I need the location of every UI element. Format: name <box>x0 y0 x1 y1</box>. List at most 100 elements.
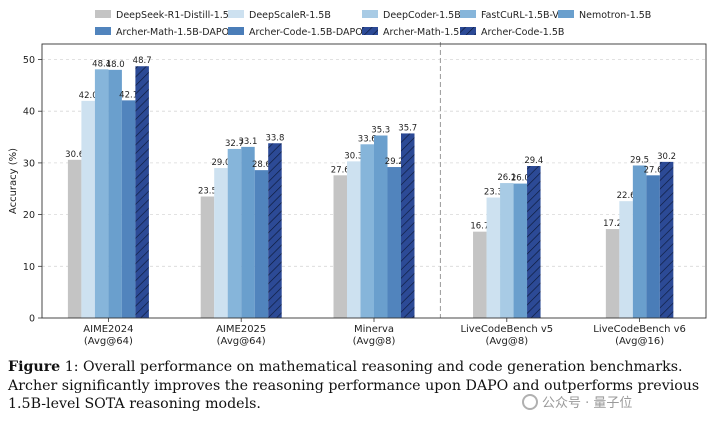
bar-value-label: 29.0 <box>211 158 230 168</box>
bar <box>387 167 401 318</box>
bar <box>374 135 388 318</box>
x-tick-label: AIME2024 <box>83 324 133 335</box>
bar-value-label: 26.1 <box>497 173 516 183</box>
bar <box>473 231 487 318</box>
y-axis-label: Accuracy (%) <box>8 148 19 214</box>
bar-chart: DeepSeek-R1-Distill-1.5B DeepScaleR-1.5B D… <box>8 10 707 347</box>
bar <box>486 197 501 318</box>
bar <box>108 69 122 318</box>
watermark-text: 公众号 · 量子位 <box>542 396 633 411</box>
bar <box>401 133 415 318</box>
bar-value-label: 35.3 <box>371 126 390 136</box>
legend-label: Archer-Code-1.5B-DAPO <box>249 27 363 38</box>
bar-value-label: 23.3 <box>484 188 503 198</box>
legend-swatch <box>95 27 111 35</box>
bar <box>360 144 374 318</box>
bar <box>632 165 647 318</box>
x-tick-label: AIME2025 <box>216 324 266 335</box>
bar-value-label: 30.6 <box>65 150 84 160</box>
y-tick-label: 40 <box>23 107 35 118</box>
figure-caption: Figure 1: Overall performance on mathema… <box>8 358 708 414</box>
bar <box>254 170 269 318</box>
bar <box>94 69 109 318</box>
bar <box>347 161 361 318</box>
legend-swatch <box>558 10 574 18</box>
legend-swatch <box>95 10 111 18</box>
y-tick-label: 0 <box>29 314 35 325</box>
bar-value-label: 32.7 <box>225 139 244 149</box>
figure-label: Figure <box>8 359 61 375</box>
x-tick-sublabel: (Avg@64) <box>217 336 266 347</box>
bar <box>500 183 514 318</box>
legend-label: Archer-Math-1.5B <box>383 27 466 38</box>
bar <box>268 143 282 318</box>
bar-value-label: 48.0 <box>106 60 125 70</box>
x-tick-label: LiveCodeBench v6 <box>593 324 686 335</box>
bar-value-label: 27.6 <box>331 165 350 175</box>
bar-value-label: 29.4 <box>524 156 543 166</box>
bar-value-label: 30.3 <box>344 151 363 161</box>
bar-value-label: 22.6 <box>617 191 636 201</box>
legend-label: Archer-Code-1.5B <box>481 27 564 38</box>
bars: 30.6 42.0 48.148.0 42.1 48.7 23.5 29.0 32.733.1… <box>65 56 676 319</box>
legend-swatch <box>460 27 476 35</box>
bar-value-label: 29.5 <box>630 155 649 165</box>
bar-value-label: 42.1 <box>119 90 138 100</box>
bar <box>333 175 347 318</box>
bar-value-label: 28.6 <box>252 160 271 170</box>
x-axis: AIME2024(Avg@64)AIME2025(Avg@64)Minerva(… <box>41 43 707 347</box>
bar <box>646 175 660 318</box>
y-tick-label: 50 <box>23 55 35 66</box>
bar <box>214 168 228 318</box>
bar-value-label: 48.1 <box>92 59 111 69</box>
x-tick-sublabel: (Avg@64) <box>84 336 133 347</box>
bar-value-label: 48.7 <box>133 56 152 66</box>
legend-label: Archer-Math-1.5B-DAPO <box>116 27 229 38</box>
legend: DeepSeek-R1-Distill-1.5B DeepScaleR-1.5B D… <box>95 10 651 38</box>
bar-value-label: 17.2 <box>603 219 622 229</box>
bar <box>135 66 149 318</box>
legend-label: DeepSeek-R1-Distill-1.5B <box>116 10 235 21</box>
bar-value-label: 33.8 <box>265 133 284 143</box>
bar-value-label: 29.2 <box>385 157 404 167</box>
bar <box>605 229 620 318</box>
bar <box>659 161 674 318</box>
x-tick-label: Minerva <box>354 324 394 335</box>
y-tick-label: 30 <box>23 158 35 169</box>
legend-label: DeepScaleR-1.5B <box>249 10 331 21</box>
bar <box>121 100 136 318</box>
legend-swatch <box>228 10 244 18</box>
x-tick-sublabel: (Avg@8) <box>353 336 396 347</box>
wechat-logo-icon <box>522 393 538 410</box>
x-tick-label: LiveCodeBench v5 <box>460 324 553 335</box>
bar-value-label: 42.0 <box>79 91 98 101</box>
y-tick-label: 10 <box>23 262 35 273</box>
bar <box>619 201 633 318</box>
bar <box>513 183 528 318</box>
y-axis: 0 10 20 30 40 50 Accuracy (%) <box>8 55 42 325</box>
x-tick-sublabel: (Avg@16) <box>615 336 664 347</box>
x-tick-sublabel: (Avg@8) <box>485 336 528 347</box>
bar-value-label: 35.7 <box>398 123 417 133</box>
bar-value-label: 27.6 <box>644 165 663 175</box>
legend-label: FastCuRL-1.5B-V3 <box>481 10 565 21</box>
legend-swatch <box>228 27 244 35</box>
legend-swatch <box>362 10 378 18</box>
bar <box>81 100 95 319</box>
bar-value-label: 33.6 <box>358 134 377 144</box>
bar <box>227 148 242 318</box>
y-tick-label: 20 <box>23 210 35 221</box>
watermark: 公众号 · 量子位 <box>522 392 632 411</box>
caption-text: 1: Overall performance on mathematical r… <box>8 359 700 412</box>
bar <box>67 159 82 318</box>
legend-swatch <box>460 10 476 18</box>
bar-value-label: 16.7 <box>470 222 489 232</box>
bar-value-label: 33.1 <box>238 137 257 147</box>
legend-label: Nemotron-1.5B <box>579 10 651 21</box>
legend-label: DeepCoder-1.5B <box>383 10 461 21</box>
bar <box>200 196 215 318</box>
bar-value-label: 30.2 <box>657 152 676 162</box>
bar-value-label: 26.0 <box>511 174 530 184</box>
legend-swatch <box>362 27 378 35</box>
bar <box>527 166 541 318</box>
